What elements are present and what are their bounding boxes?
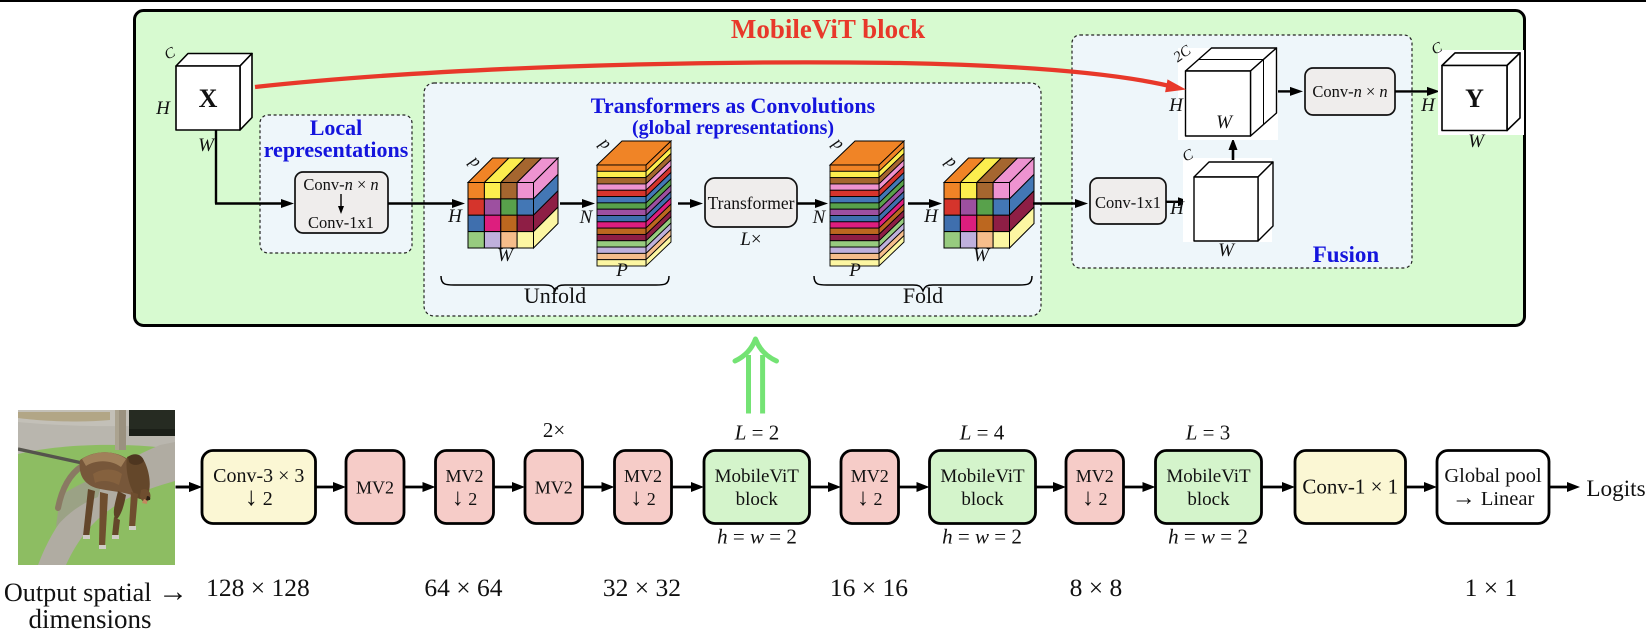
- svg-text:Conv-1 × 1: Conv-1 × 1: [1302, 475, 1398, 499]
- svg-text:Conv-n × n: Conv-n × n: [1312, 82, 1387, 101]
- svg-text:2×: 2×: [543, 418, 565, 442]
- svg-text:MV2: MV2: [624, 466, 662, 486]
- svg-text:MobileViT: MobileViT: [715, 466, 800, 487]
- svg-text:L = 4: L = 4: [959, 421, 1005, 445]
- svg-text:W: W: [973, 245, 991, 266]
- svg-text:MV2: MV2: [1076, 466, 1114, 486]
- svg-text:N: N: [812, 207, 827, 228]
- svg-text:Output spatial →: Output spatial →: [4, 575, 188, 608]
- svg-text:P: P: [615, 260, 628, 281]
- svg-text:L×: L×: [739, 229, 761, 250]
- svg-text:Logits: Logits: [1586, 476, 1645, 502]
- svg-text:MV2: MV2: [851, 466, 889, 486]
- svg-text:N: N: [579, 207, 594, 228]
- svg-text:MV2: MV2: [535, 478, 573, 498]
- svg-text:L = 2: L = 2: [734, 421, 780, 445]
- svg-text:16 × 16: 16 × 16: [830, 573, 908, 602]
- svg-text:MobileViT: MobileViT: [940, 466, 1025, 487]
- svg-text:8 × 8: 8 × 8: [1070, 573, 1123, 602]
- svg-text:W: W: [1468, 131, 1486, 152]
- svg-text:1 × 1: 1 × 1: [1465, 573, 1518, 602]
- svg-text:32 × 32: 32 × 32: [603, 573, 681, 602]
- svg-text:→ Linear: → Linear: [1452, 485, 1535, 511]
- svg-text:Y: Y: [1465, 84, 1484, 113]
- svg-text:↓ 2: ↓ 2: [1082, 485, 1108, 511]
- svg-text:h = w = 2: h = w = 2: [1168, 525, 1248, 549]
- svg-text:MobileViT: MobileViT: [1166, 466, 1251, 487]
- svg-text:H: H: [1169, 198, 1185, 219]
- svg-text:128 × 128: 128 × 128: [206, 573, 310, 602]
- svg-text:Transformers as Convolutions: Transformers as Convolutions: [591, 93, 876, 118]
- svg-text:(global representations): (global representations): [632, 117, 834, 139]
- svg-text:H: H: [447, 206, 463, 227]
- svg-text:block: block: [736, 489, 779, 510]
- svg-text:L = 3: L = 3: [1185, 421, 1231, 445]
- svg-text:Local: Local: [310, 115, 363, 140]
- svg-text:64 × 64: 64 × 64: [424, 573, 502, 602]
- svg-text:P: P: [848, 260, 861, 281]
- svg-text:Conv-1x1: Conv-1x1: [308, 213, 374, 232]
- svg-text:Fusion: Fusion: [1313, 242, 1380, 267]
- svg-text:Unfold: Unfold: [524, 283, 586, 308]
- svg-text:H: H: [155, 98, 171, 119]
- svg-text:block: block: [961, 489, 1004, 510]
- svg-text:W: W: [198, 135, 216, 156]
- svg-text:h = w = 2: h = w = 2: [717, 525, 797, 549]
- svg-text:Fold: Fold: [903, 283, 943, 308]
- svg-text:block: block: [1187, 489, 1230, 510]
- svg-text:W: W: [497, 245, 515, 266]
- svg-text:H: H: [1420, 95, 1436, 116]
- svg-text:dimensions: dimensions: [28, 604, 151, 634]
- svg-text:h = w = 2: h = w = 2: [942, 525, 1022, 549]
- svg-text:Conv-3 × 3: Conv-3 × 3: [213, 465, 304, 487]
- svg-text:Conv-1x1: Conv-1x1: [1095, 193, 1161, 212]
- svg-text:H: H: [1168, 95, 1184, 116]
- svg-text:↓ 2: ↓ 2: [452, 485, 478, 511]
- svg-text:Global pool: Global pool: [1444, 465, 1542, 487]
- svg-text:Transformer: Transformer: [708, 193, 795, 213]
- svg-text:W: W: [1216, 112, 1234, 133]
- svg-text:MobileViT block: MobileViT block: [731, 14, 925, 44]
- svg-text:↓ 2: ↓ 2: [857, 485, 883, 511]
- svg-text:Conv-n × n: Conv-n × n: [303, 175, 378, 194]
- svg-text:H: H: [923, 206, 939, 227]
- svg-text:MV2: MV2: [356, 478, 394, 498]
- svg-text:W: W: [1218, 240, 1236, 261]
- svg-text:representations: representations: [264, 137, 409, 162]
- svg-text:MV2: MV2: [445, 466, 483, 486]
- svg-text:X: X: [199, 84, 218, 113]
- svg-text:↓ 2: ↓ 2: [630, 485, 656, 511]
